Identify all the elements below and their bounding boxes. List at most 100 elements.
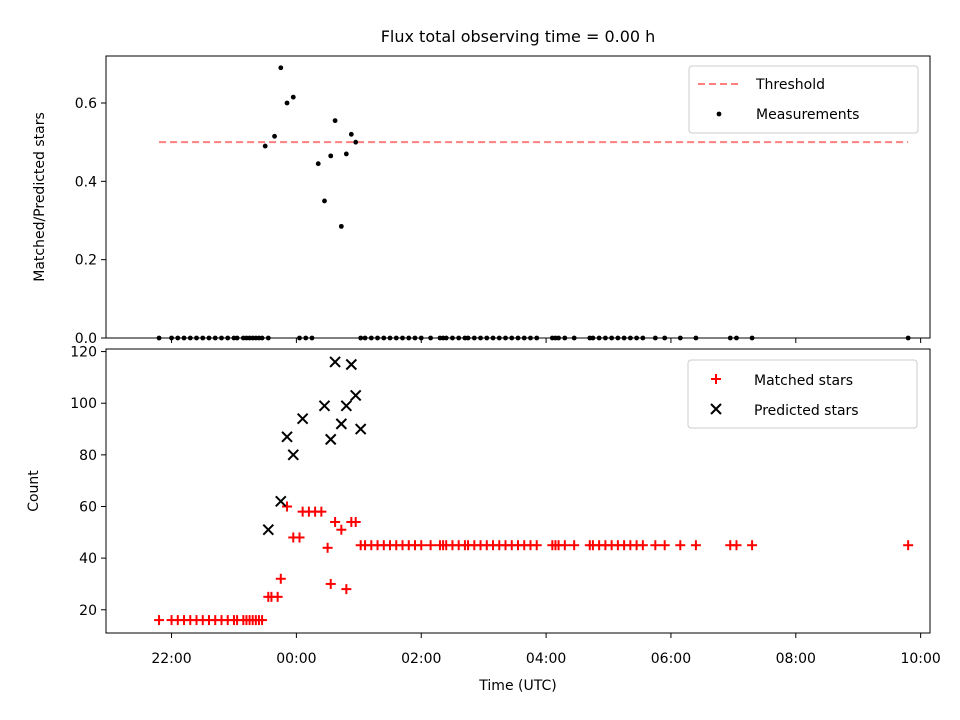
measurement-point [272,133,277,139]
figure-title: Flux total observing time = 0.00 h [381,27,656,46]
predicted-star-point [349,389,362,402]
matched-star-point [330,516,341,527]
bottom-x-axis: 22:00 00:00 02:00 04:00 06:00 08:00 10:00 [151,633,941,667]
bottom-y-axis-label: Count [26,470,42,512]
matched-legend-swatch [711,374,721,384]
matched-star-point [350,516,361,527]
top-y-tick-label: 0.2 [75,253,97,269]
matched-star-point [425,540,436,551]
bottom-y-tick-label: 100 [70,396,97,412]
matched-star-point [559,540,570,551]
bottom-y-tick-label: 40 [79,551,97,567]
matched-star-point [316,506,327,517]
bottom-y-tick-label: 80 [79,448,97,464]
matched-star-point [569,540,580,551]
predicted-star-stroke [340,400,353,412]
matched-star-point [903,540,914,551]
predicted-star-point [287,449,299,461]
predicted-star-stroke [262,524,275,536]
matched-star-point [272,591,283,602]
bottom-y-tick-label: 20 [79,603,97,619]
predicted-star-stroke [325,433,337,446]
matched-star-point [659,540,670,551]
x-axis-label: Time (UTC) [478,678,556,694]
top-y-tick-label: 0.6 [75,96,97,112]
matched-star-point [341,584,352,595]
matched-star-point [282,501,293,512]
predicted-star-point [329,356,341,368]
matched-star-point [336,524,347,535]
predicted-star-point [296,413,309,425]
predicted-star-stroke [335,418,348,430]
bottom-legend-box [687,359,918,429]
predicted-star-stroke [345,358,358,371]
predicted-star-stroke [296,413,309,425]
matched-star-point [650,540,661,551]
measurements-legend-swatch [716,111,722,117]
predicted-star-point [262,524,275,536]
predicted-star-point [340,400,353,412]
x-tick-label: 02:00 [401,651,441,667]
predicted-star-point [325,433,337,446]
x-tick-label: 10:00 [900,651,940,667]
bottom-legend: Matched stars Predicted stars [687,359,918,429]
predicted-star-stroke [329,356,341,368]
measurement-point [290,94,296,100]
matched-star-point [637,540,648,551]
measurement-point [322,198,327,204]
top-legend: Threshold Measurements [688,65,919,134]
matched-star-point [275,573,286,584]
measurement-point [332,118,338,124]
measurement-point [278,65,284,71]
matched-star-point [747,540,758,551]
matched-star-point [690,540,701,551]
predicted-legend-swatch [710,403,722,415]
measurement-point [262,143,268,149]
top-legend-box [688,65,919,134]
measurement-point [348,131,354,137]
bottom-y-tick-label: 60 [79,499,97,515]
top-y-axis-label: Matched/Predicted stars [32,112,48,282]
matched-legend-label: Matched stars [754,373,853,389]
bottom-axes-frame [105,348,931,634]
predicted-legend-label: Predicted stars [754,403,859,419]
measurement-point [328,153,334,159]
top-panel: 0.0 0.2 0.4 0.6 Matched/Predicted stars Thr… [32,55,931,347]
predicted-star-stroke [318,400,331,412]
predicted-star-stroke [349,389,362,402]
matched-star-point [675,540,686,551]
predicted-star-point [275,495,287,508]
matched-star-point [531,540,542,551]
predicted-star-point [335,418,348,430]
top-x-ticks [171,338,922,343]
bottom-y-tick-label: 120 [70,345,97,361]
matched-star-point [322,542,333,553]
top-y-axis: 0.0 0.2 0.4 0.6 [75,96,106,347]
matched-star-point [416,540,427,551]
x-tick-label: 04:00 [526,651,566,667]
top-y-tick-label: 0.4 [75,174,97,190]
matched-star-point [257,615,268,626]
threshold-legend-label: Threshold [755,77,825,93]
measurement-point [315,161,321,167]
bottom-plot-area [154,356,914,626]
top-axes-frame [105,55,931,339]
bottom-y-axis: 20 40 60 80 100 120 [70,345,106,619]
measurement-point [353,139,359,145]
predicted-star-point [318,400,331,412]
x-tick-label: 06:00 [651,651,691,667]
predicted-star-stroke [281,431,293,443]
matched-star-point [325,578,336,589]
x-tick-label: 22:00 [151,651,191,667]
predicted-star-stroke [287,449,299,461]
predicted-star-point [281,431,293,443]
measurement-point [284,100,290,106]
predicted-star-point [345,358,358,371]
measurement-point [343,151,349,157]
matched-star-point [294,532,305,543]
top-y-tick-label: 0.0 [75,331,97,347]
matched-star-point [731,540,742,551]
matched-star-point [154,615,165,626]
measurements-legend-label: Measurements [756,107,859,123]
